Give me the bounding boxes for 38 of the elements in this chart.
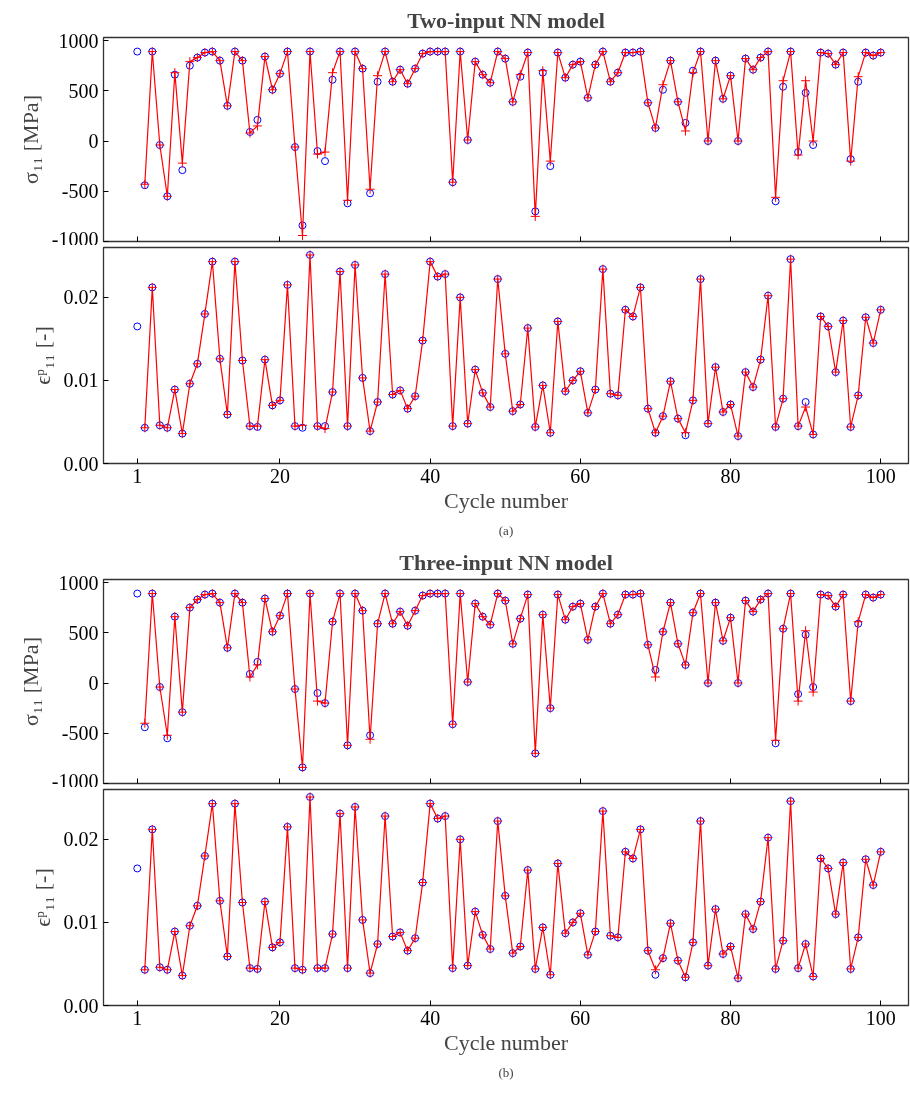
y-tick-label: 0.02: [63, 828, 99, 851]
y-tick-label: 1000: [58, 571, 99, 594]
x-tick-label: 60: [570, 1006, 591, 1029]
y-tick-label: 0.01: [63, 911, 99, 934]
x-tick-label: 80: [720, 1006, 741, 1029]
x-axis-title: Cycle number: [443, 1029, 569, 1055]
y-tick-label: 0.00: [63, 994, 99, 1017]
y-axis-title: σ₁₁ [MPa]: [17, 637, 43, 726]
y-tick-label: -500: [61, 722, 99, 745]
chart-title: Three-input NN model: [399, 549, 613, 575]
y-tick-label: 500: [68, 621, 99, 644]
x-tick-label: 40: [420, 1006, 441, 1029]
chart-title: Two-input NN model: [407, 7, 605, 33]
y-tick-label: 1000: [58, 29, 99, 52]
y-axis-title: ϵᵖ₁₁ [-]: [29, 868, 55, 927]
x-tick-label: 40: [420, 464, 441, 487]
x-tick-label: 60: [570, 464, 591, 487]
y-tick-label: -1000: [51, 769, 99, 792]
x-tick-label: 100: [865, 1006, 896, 1029]
y-tick-label: 0: [88, 672, 99, 695]
y-tick-label: 500: [68, 79, 99, 102]
x-tick-label: 100: [865, 464, 896, 487]
x-tick-label: 20: [269, 1006, 290, 1029]
y-tick-label: -1000: [51, 227, 99, 250]
y-tick-label: 0: [88, 130, 99, 153]
y-tick-label: 0.00: [63, 452, 99, 475]
x-tick-label: 80: [720, 464, 741, 487]
y-tick-label: -500: [61, 180, 99, 203]
x-tick-label: 1: [132, 464, 143, 487]
x-tick-label: 1: [132, 1006, 143, 1029]
y-tick-label: 0.01: [63, 369, 99, 392]
text: (b): [498, 1064, 514, 1080]
y-axis-title: ϵᵖ₁₁ [-]: [29, 326, 55, 385]
x-tick-label: 20: [269, 464, 290, 487]
y-tick-label: 0.02: [63, 286, 99, 309]
y-axis-title: σ₁₁ [MPa]: [17, 95, 43, 184]
text: (a): [498, 522, 514, 538]
x-axis-title: Cycle number: [443, 487, 569, 513]
